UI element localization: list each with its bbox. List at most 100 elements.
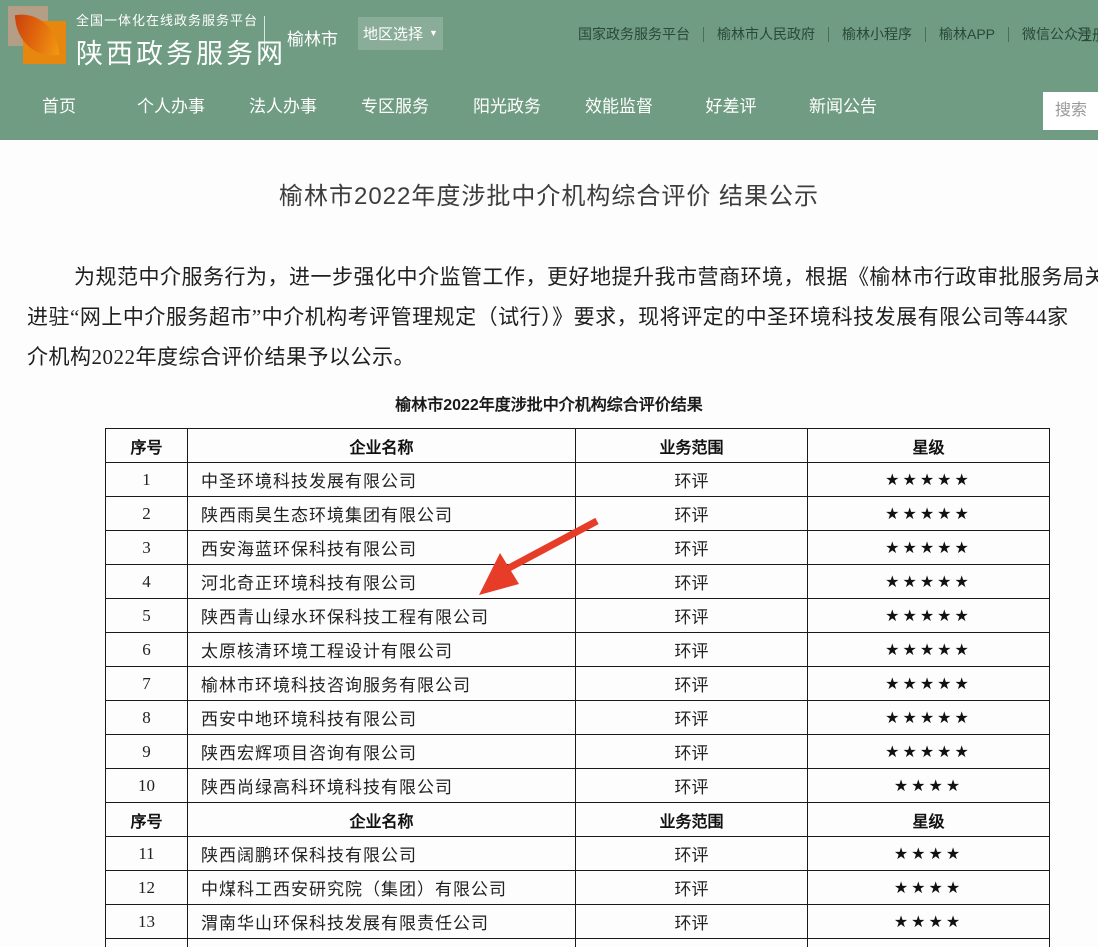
cell-business-scope: 环评	[575, 632, 808, 667]
cell-star-rating: ★★★★★	[807, 496, 1050, 531]
cell-company-name: 河北奇正环境科技有限公司	[187, 564, 576, 599]
link-mini-program[interactable]: 榆林小程序	[842, 26, 912, 42]
table-row: 11 陕西阔鹏环保科技有限公司 环评 ★★★★	[105, 836, 1050, 871]
main-nav: 首页 个人办事 法人办事 专区服务 阳光政务 效能监督 好差评 新闻公告	[3, 68, 899, 140]
cell-序号: 7	[105, 666, 188, 701]
nav-item-rating[interactable]: 好差评	[705, 96, 757, 116]
nav-item-news[interactable]: 新闻公告	[809, 96, 877, 116]
cell-business-scope: 环评	[575, 734, 808, 769]
site-header: 全国一体化在线政务服务平台 陕西政务服务网 榆林市 地区选择 ▼ 国家政务服务平…	[0, 0, 1098, 140]
cell-business-scope: 环评	[575, 768, 808, 803]
table-header-row: 序号 企业名称 业务范围 星级	[105, 428, 1050, 463]
table-row: 8 西安中地环境科技有限公司 环评 ★★★★★	[105, 700, 1050, 735]
article-content: 榆林市2022年度涉批中介机构综合评价 结果公示 为规范中介服务行为，进一步强化…	[0, 140, 1098, 947]
cell-star-rating: ★★★★	[807, 768, 1050, 803]
link-app[interactable]: 榆林APP	[939, 26, 996, 42]
cell-business-scope: 环评	[575, 496, 808, 531]
cell-序号: 12	[105, 870, 188, 905]
nav-item-home[interactable]: 首页	[42, 96, 76, 116]
table-row: 5 陕西青山绿水环保科技工程有限公司 环评 ★★★★★	[105, 598, 1050, 633]
chevron-down-icon: ▼	[429, 28, 438, 38]
region-selector-button[interactable]: 地区选择 ▼	[358, 17, 443, 50]
cell-business-scope: 环评	[575, 598, 808, 633]
cell-序号: 3	[105, 530, 188, 565]
table-row: 2 陕西雨昊生态环境集团有限公司 环评 ★★★★★	[105, 496, 1050, 531]
announcement-paragraph: 为规范中介服务行为，进一步强化中介监管工作，更好地提升我市营商环境，根据《榆林市…	[0, 257, 1098, 377]
cell-business-scope: 环评	[575, 870, 808, 905]
current-city-label: 榆林市	[287, 30, 338, 49]
cell-company-name: 陕西尚绿高科环境科技有限公司	[187, 768, 576, 803]
cell-company-name: 西安中地环境科技有限公司	[187, 700, 576, 735]
brand-block: 全国一体化在线政务服务平台 陕西政务服务网	[76, 10, 286, 71]
platform-tagline: 全国一体化在线政务服务平台	[76, 13, 259, 28]
evaluation-results-table: 序号 企业名称 业务范围 星级 1 中圣环境科技发展有限公司 环评 ★★★★★ 2 陕西雨昊生态环…	[105, 428, 1050, 947]
cell-business-scope: 环评	[575, 530, 808, 565]
paragraph-line: 介机构2022年度综合评价结果予以公示。	[27, 345, 415, 369]
cell-star-rating: ★★★★★	[807, 666, 1050, 701]
col-header-no: 序号	[105, 802, 188, 837]
cell-序号: 5	[105, 598, 188, 633]
cell-star-rating	[807, 938, 1050, 947]
link-national-platform[interactable]: 国家政务服务平台	[578, 26, 690, 42]
cell-company-name: 渭南华山环保科技发展有限责任公司	[187, 904, 576, 939]
cell-序号: 8	[105, 700, 188, 735]
cell-star-rating: ★★★★★	[807, 734, 1050, 769]
register-link[interactable]: 注册	[1077, 27, 1098, 44]
cell-序号: 9	[105, 734, 188, 769]
cell-序号: 13	[105, 904, 188, 939]
link-separator	[828, 26, 829, 42]
logo-leaf-icon	[14, 11, 60, 59]
table-row: 9 陕西宏辉项目咨询有限公司 环评 ★★★★★	[105, 734, 1050, 769]
site-name: 陕西政务服务网	[76, 39, 286, 69]
paragraph-line: 进驻“网上中介服务超市”中介机构考评管理规定（试行）》要求，现将评定的中圣环境科…	[27, 305, 1069, 329]
cell-business-scope: 环评	[575, 836, 808, 871]
site-logo-icon[interactable]	[8, 6, 66, 64]
cell-business-scope: 环评	[575, 700, 808, 735]
region-selector-label: 地区选择	[363, 26, 424, 43]
nav-item-zone-services[interactable]: 专区服务	[361, 96, 429, 116]
cell-star-rating: ★★★★★	[807, 530, 1050, 565]
link-separator	[703, 26, 704, 42]
table-row: 1 中圣环境科技发展有限公司 环评 ★★★★★	[105, 462, 1050, 497]
cell-序号: 4	[105, 564, 188, 599]
col-header-scope: 业务范围	[575, 802, 808, 837]
cell-company-name: 太原核清环境工程设计有限公司	[187, 632, 576, 667]
cell-序号: 6	[105, 632, 188, 667]
col-header-stars: 星级	[807, 428, 1050, 463]
nav-item-open-gov[interactable]: 阳光政务	[473, 96, 541, 116]
cell-star-rating: ★★★★	[807, 836, 1050, 871]
table-caption: 榆林市2022年度涉批中介机构综合评价结果	[395, 397, 703, 414]
col-header-scope: 业务范围	[575, 428, 808, 463]
cell-star-rating: ★★★★★	[807, 598, 1050, 633]
col-header-no: 序号	[105, 428, 188, 463]
header-divider	[264, 16, 265, 54]
cell-star-rating: ★★★★★	[807, 564, 1050, 599]
cell-company-name: 陕西阔鹏环保科技有限公司	[187, 836, 576, 871]
search-input[interactable]	[1043, 92, 1098, 130]
cell-business-scope: 环评	[575, 564, 808, 599]
paragraph-line: 为规范中介服务行为，进一步强化中介监管工作，更好地提升我市营商环境，根据《榆林市…	[74, 265, 1098, 289]
table-row: 10 陕西尚绿高科环境科技有限公司 环评 ★★★★	[105, 768, 1050, 803]
col-header-stars: 星级	[807, 802, 1050, 837]
cell-star-rating: ★★★★★	[807, 632, 1050, 667]
nav-item-legal-person[interactable]: 法人办事	[249, 96, 317, 116]
cell-company-name: 榆林市环境科技咨询服务有限公司	[187, 666, 576, 701]
cell-business-scope	[575, 938, 808, 947]
cell-business-scope: 环评	[575, 904, 808, 939]
cell-company-name: 中煤科工西安研究院（集团）有限公司	[187, 870, 576, 905]
cell-company-name: 陕西宏辉项目咨询有限公司	[187, 734, 576, 769]
table-row: 4 河北奇正环境科技有限公司 环评 ★★★★★	[105, 564, 1050, 599]
link-city-government[interactable]: 榆林市人民政府	[717, 26, 815, 42]
cell-business-scope: 环评	[575, 462, 808, 497]
link-separator	[1008, 26, 1010, 42]
header-links: 国家政务服务平台 榆林市人民政府 榆林小程序 榆林APP 微信公众号	[578, 0, 1092, 68]
page-title: 榆林市2022年度涉批中介机构综合评价 结果公示	[278, 183, 820, 210]
nav-item-supervision[interactable]: 效能监督	[585, 96, 653, 116]
cell-business-scope: 环评	[575, 666, 808, 701]
cell-序号: 1	[105, 462, 188, 497]
table-row-partial	[105, 938, 1050, 947]
cell-company-name: 西安海蓝环保科技有限公司	[187, 530, 576, 565]
link-wechat[interactable]: 微信公众号	[1022, 26, 1093, 42]
nav-item-personal[interactable]: 个人办事	[137, 96, 205, 116]
